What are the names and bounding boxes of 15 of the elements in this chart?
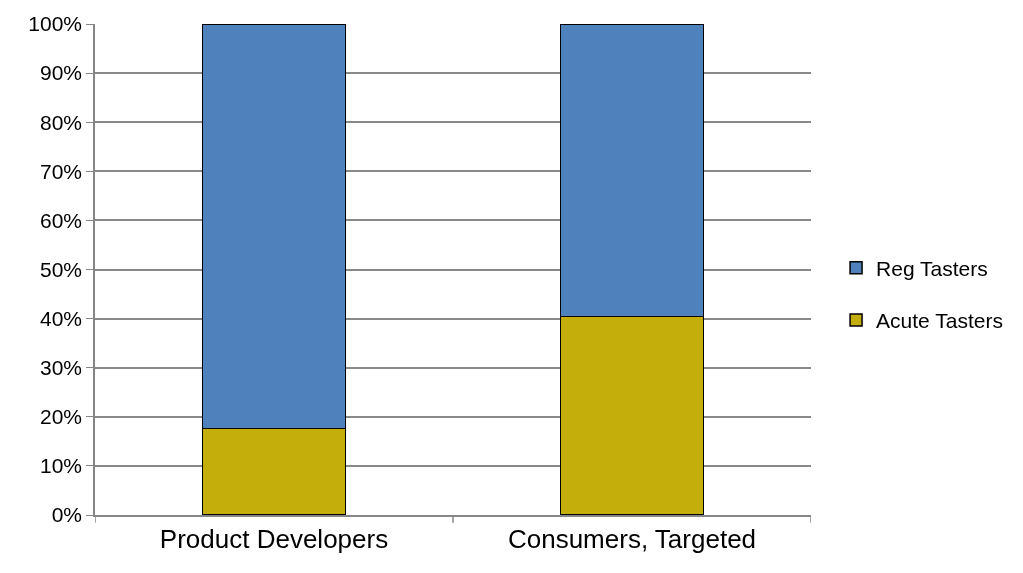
y-tick-label: 70% — [40, 159, 83, 183]
x-tick-label: Consumers, Targeted — [507, 523, 757, 554]
y-tick-label: 30% — [40, 356, 83, 380]
y-tick-label: 20% — [40, 405, 83, 429]
legend-label: Acute Tasters — [876, 309, 1003, 333]
legend-label: Reg Tasters — [876, 256, 988, 280]
y-tick-label: 10% — [40, 454, 83, 478]
y-tick-label: 40% — [40, 306, 83, 330]
y-tick-label: 90% — [40, 61, 83, 85]
y-tick-label: 100% — [28, 12, 83, 36]
y-tick-label: 50% — [40, 257, 83, 281]
y-tick-label: 80% — [40, 110, 83, 134]
y-tick-label: 0% — [51, 503, 83, 527]
x-tick-label: Product Developers — [159, 523, 389, 554]
y-tick-label: 60% — [40, 208, 83, 232]
